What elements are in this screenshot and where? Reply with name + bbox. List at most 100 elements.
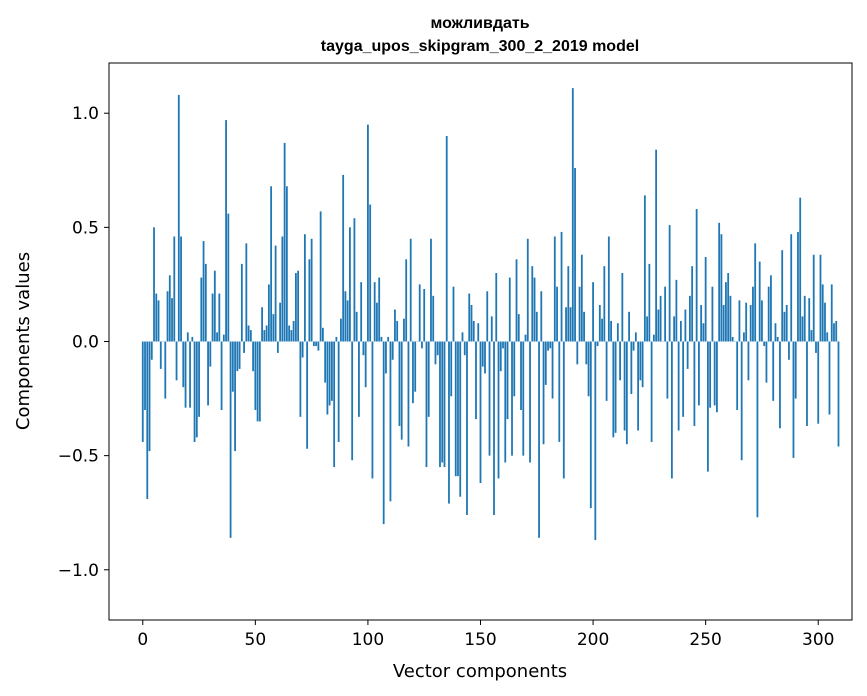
bar: [810, 330, 813, 342]
bar: [344, 291, 347, 342]
bar: [596, 341, 599, 347]
y-tick-label: 1.0: [72, 104, 99, 124]
chart-subtitle: tayga_upos_skipgram_300_2_2019 model: [321, 38, 639, 55]
bar: [468, 293, 471, 342]
bar: [702, 323, 705, 342]
bar: [623, 341, 626, 431]
bar: [668, 225, 671, 342]
bar: [247, 325, 250, 342]
bar: [815, 341, 817, 353]
bar: [511, 341, 513, 456]
chart-title: можливдать: [430, 15, 529, 32]
bar: [675, 279, 678, 342]
bar: [711, 286, 714, 342]
bar: [655, 149, 658, 342]
bar: [515, 259, 518, 342]
bar: [454, 341, 457, 477]
bar: [355, 311, 358, 342]
bar: [524, 334, 527, 342]
bar: [159, 341, 162, 369]
bar: [630, 341, 633, 394]
bar: [761, 300, 763, 342]
bar: [234, 341, 236, 452]
bar: [752, 286, 754, 342]
x-tick-label: 200: [577, 630, 609, 650]
bar: [594, 341, 597, 541]
x-axis-label: Vector components: [393, 661, 567, 682]
bar: [216, 332, 218, 342]
bar: [720, 234, 723, 342]
bar: [353, 218, 356, 342]
bar: [173, 236, 176, 342]
bar: [407, 341, 410, 447]
bar: [191, 336, 194, 342]
bar: [756, 341, 759, 518]
bar: [267, 284, 270, 342]
bar: [605, 341, 608, 401]
bar: [391, 341, 394, 360]
bar: [441, 341, 444, 463]
bar: [211, 293, 214, 342]
bar: [731, 336, 734, 342]
bar: [817, 341, 820, 424]
bar: [799, 197, 802, 342]
bar: [299, 341, 302, 417]
bar: [833, 323, 835, 342]
x-tick-label: 100: [352, 630, 384, 650]
bar: [475, 341, 477, 420]
bar: [698, 341, 700, 406]
bar: [544, 341, 547, 385]
bar: [725, 282, 727, 342]
bar: [826, 332, 829, 342]
bar: [526, 238, 529, 342]
bar: [749, 304, 752, 342]
bar: [195, 341, 198, 438]
bar: [754, 243, 757, 342]
bar: [682, 341, 685, 417]
bar: [803, 295, 806, 342]
bar: [551, 341, 554, 399]
bar: [481, 341, 484, 367]
bar: [227, 213, 230, 342]
bar: [828, 341, 831, 415]
bar: [495, 273, 498, 342]
bar: [767, 286, 770, 342]
bar: [141, 341, 144, 442]
bar: [294, 273, 297, 342]
x-tick-label: 300: [802, 630, 834, 650]
bar: [319, 211, 322, 342]
bar: [200, 277, 203, 342]
bar: [144, 341, 146, 410]
bar: [709, 341, 712, 408]
bar: [148, 341, 151, 452]
bar: [648, 263, 651, 342]
bar: [202, 241, 205, 342]
bar: [542, 341, 545, 445]
bar: [560, 231, 563, 342]
bar: [585, 341, 588, 365]
bar: [198, 341, 200, 417]
bar: [193, 341, 196, 442]
bar: [182, 341, 185, 388]
bar: [650, 341, 653, 442]
bar: [358, 341, 360, 417]
bar: [529, 341, 531, 463]
bar: [641, 341, 644, 388]
bar: [502, 341, 504, 349]
bar: [547, 341, 549, 351]
bar: [184, 341, 187, 408]
x-axis: 0 50 100 150 200 250 300: [137, 620, 834, 650]
bar: [430, 238, 432, 342]
bar: [240, 263, 243, 342]
bar: [153, 227, 155, 342]
bar: [470, 304, 473, 342]
bar: [207, 341, 209, 406]
bar: [371, 341, 374, 479]
bar: [398, 341, 401, 426]
bar: [418, 284, 421, 342]
bar: [707, 341, 709, 472]
bar: [499, 341, 502, 372]
bar: [727, 273, 730, 342]
bar: [238, 341, 241, 369]
bar: [443, 341, 446, 468]
